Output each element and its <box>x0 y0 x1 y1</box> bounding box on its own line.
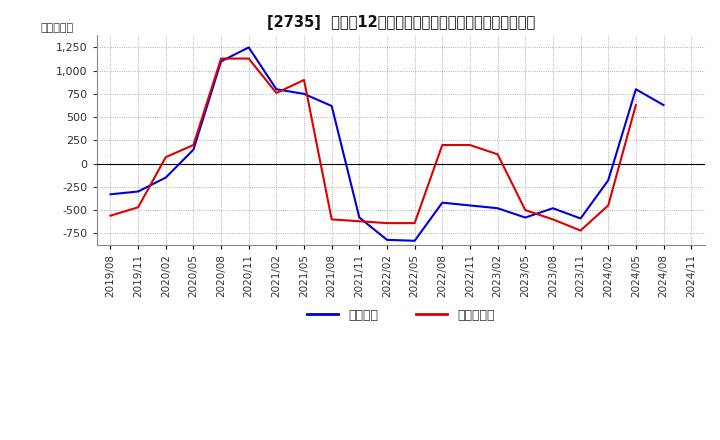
当期純利益 <box>328 217 336 222</box>
当期純利益 <box>493 152 502 157</box>
当期純利益 <box>300 77 308 83</box>
当期純利益 <box>549 217 557 222</box>
経常利益 <box>576 216 585 221</box>
経常利益 <box>660 103 668 108</box>
当期純利益 <box>217 56 225 61</box>
経常利益 <box>410 238 419 243</box>
当期純利益 <box>631 103 640 108</box>
経常利益 <box>134 189 143 194</box>
当期純利益 <box>466 143 474 148</box>
経常利益 <box>549 205 557 211</box>
経常利益 <box>161 175 170 180</box>
経常利益 <box>300 91 308 96</box>
当期純利益 <box>521 207 530 213</box>
Line: 経常利益: 経常利益 <box>110 48 664 241</box>
経常利益 <box>189 147 198 152</box>
当期純利益 <box>604 203 613 208</box>
経常利益 <box>521 215 530 220</box>
経常利益 <box>106 192 114 197</box>
当期純利益 <box>106 213 114 218</box>
当期純利益 <box>134 205 143 210</box>
Line: 当期純利益: 当期純利益 <box>110 59 636 231</box>
経常利益 <box>272 87 281 92</box>
経常利益 <box>493 205 502 211</box>
経常利益 <box>438 200 446 205</box>
当期純利益 <box>438 143 446 148</box>
当期純利益 <box>382 220 391 226</box>
当期純利益 <box>244 56 253 61</box>
当期純利益 <box>355 219 364 224</box>
経常利益 <box>355 215 364 220</box>
当期純利益 <box>189 143 198 148</box>
経常利益 <box>382 237 391 242</box>
経常利益 <box>466 203 474 208</box>
当期純利益 <box>410 220 419 226</box>
経常利益 <box>217 59 225 64</box>
当期純利益 <box>576 228 585 233</box>
当期純利益 <box>272 90 281 95</box>
経常利益 <box>244 45 253 50</box>
Title: [2735]  利益だ12か月移動合計の対前年同期増減額の推移: [2735] 利益だ12か月移動合計の対前年同期増減額の推移 <box>266 15 535 30</box>
Legend: 経常利益, 当期純利益: 経常利益, 当期純利益 <box>302 304 500 327</box>
当期純利益 <box>161 154 170 160</box>
経常利益 <box>604 178 613 183</box>
経常利益 <box>328 103 336 109</box>
Text: （百万円）: （百万円） <box>40 23 73 33</box>
経常利益 <box>631 87 640 92</box>
